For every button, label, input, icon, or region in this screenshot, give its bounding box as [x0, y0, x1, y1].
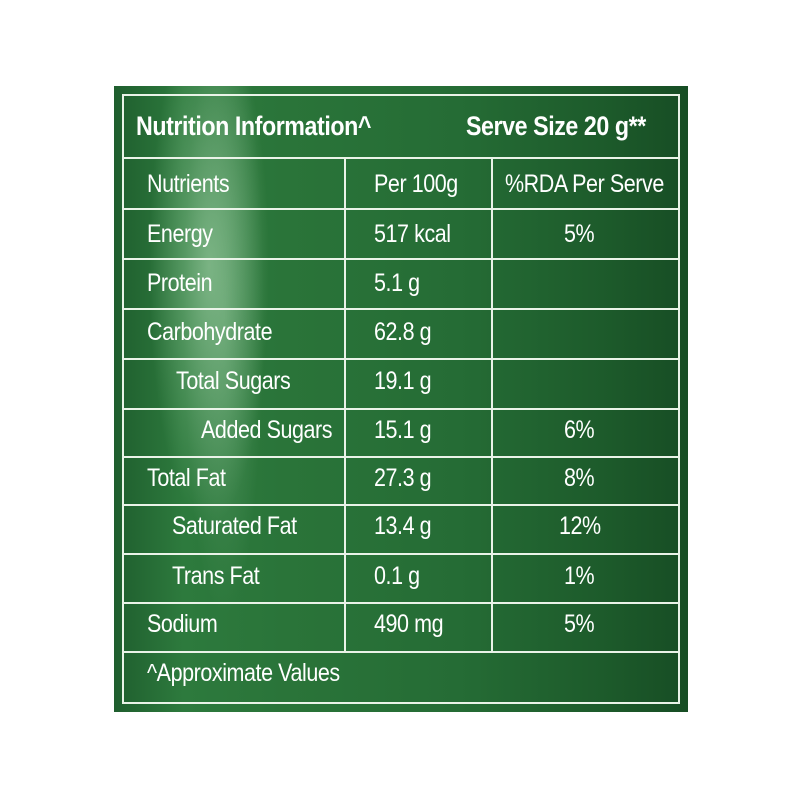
nutrient-name: Sodium [147, 610, 218, 638]
per-100g-value: 19.1 g [374, 367, 432, 395]
footnote: ^Approximate Values [147, 659, 340, 687]
per-100g-value: 517 kcal [374, 220, 451, 248]
column-divider [491, 157, 493, 653]
column-header-nutrients: Nutrients [147, 170, 230, 198]
divider [122, 408, 680, 410]
nutrient-name: Trans Fat [172, 562, 260, 590]
rda-value: 5% [564, 610, 595, 638]
rda-value: 5% [564, 220, 595, 248]
divider [122, 504, 680, 506]
rda-value: 1% [564, 562, 595, 590]
serve-size: Serve Size 20 g** [466, 111, 646, 141]
column-header-per-100g: Per 100g [374, 170, 458, 198]
nutrient-name: Total Sugars [176, 367, 291, 395]
per-100g-value: 5.1 g [374, 269, 420, 297]
divider [122, 258, 680, 260]
nutrient-name: Added Sugars [201, 416, 333, 444]
table-title: Nutrition Information^ [136, 111, 371, 141]
rda-value: 12% [559, 512, 601, 540]
per-100g-value: 15.1 g [374, 416, 432, 444]
nutrient-name: Energy [147, 220, 213, 248]
nutrient-name: Protein [147, 269, 213, 297]
divider [122, 602, 680, 604]
per-100g-value: 13.4 g [374, 512, 432, 540]
divider [122, 456, 680, 458]
per-100g-value: 62.8 g [374, 318, 432, 346]
divider [122, 157, 680, 159]
per-100g-value: 490 mg [374, 610, 444, 638]
rda-value: 6% [564, 416, 595, 444]
column-header-rda: %RDA Per Serve [505, 170, 664, 198]
per-100g-value: 0.1 g [374, 562, 420, 590]
table-frame [122, 94, 680, 704]
divider [122, 553, 680, 555]
nutrient-name: Saturated Fat [172, 512, 297, 540]
divider [122, 208, 680, 210]
divider [122, 651, 680, 653]
per-100g-value: 27.3 g [374, 464, 432, 492]
nutrient-name: Carbohydrate [147, 318, 273, 346]
divider [122, 308, 680, 310]
nutrient-name: Total Fat [147, 464, 226, 492]
rda-value: 8% [564, 464, 595, 492]
column-divider [344, 157, 346, 653]
divider [122, 358, 680, 360]
nutrition-panel: Nutrition Information^ Serve Size 20 g**… [114, 86, 688, 712]
